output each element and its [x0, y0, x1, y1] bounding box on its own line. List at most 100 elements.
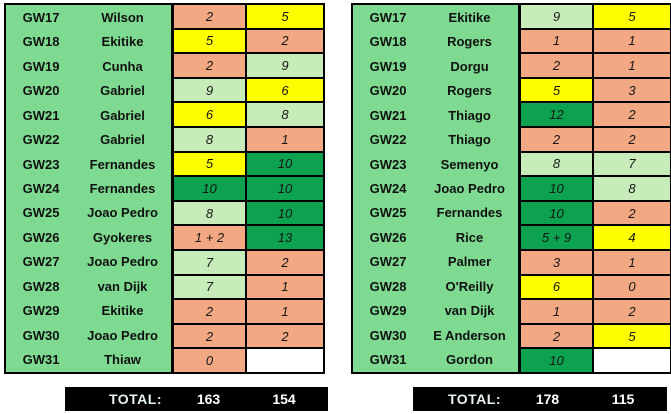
- points-cell: 0: [172, 347, 247, 374]
- total-bar-right: TOTAL: 178 115: [413, 387, 667, 411]
- player-name: Rogers: [447, 83, 492, 99]
- player-name: Gabriel: [100, 107, 145, 123]
- points-row: 5 3: [519, 76, 671, 104]
- gameweek-label: GW18: [369, 34, 407, 50]
- player-name: Gabriel: [100, 132, 145, 148]
- gameweek-label: GW26: [369, 229, 407, 245]
- points-cell: 10: [519, 347, 594, 374]
- gameweek-label: GW25: [22, 205, 60, 221]
- points-row: 2 5: [172, 3, 325, 30]
- table-row: GW31 Thiaw: [6, 348, 171, 372]
- total-value-col2: 154: [272, 391, 296, 407]
- points-cell: 2: [245, 248, 325, 276]
- points-row: 10 8: [519, 175, 671, 202]
- points-row: 5 2: [172, 27, 325, 55]
- player-name: Gordon: [446, 352, 493, 368]
- points-row: 7 2: [172, 248, 325, 276]
- player-name: O'Reilly: [445, 278, 494, 294]
- points-cell: 2: [172, 52, 247, 79]
- player-name: Cunha: [102, 58, 143, 74]
- table-row: GW21 Thiago: [353, 103, 518, 127]
- points-row: 7 1: [172, 273, 325, 301]
- gameweek-label: GW19: [369, 58, 407, 74]
- player-name: Gyokeres: [92, 229, 153, 245]
- table-row: GW28 van Dijk: [6, 274, 171, 298]
- gameweek-label: GW29: [369, 303, 407, 319]
- gameweek-label: GW23: [22, 156, 60, 172]
- gameweek-label: GW22: [22, 132, 60, 148]
- points-cell: 2: [592, 101, 671, 128]
- total-label: TOTAL:: [108, 391, 162, 407]
- points-cell: 8: [245, 101, 325, 128]
- table-row: GW28 O'Reilly: [353, 274, 518, 298]
- points-cell: 1: [245, 298, 325, 325]
- points-cell: 6: [245, 76, 325, 104]
- points-cell: 8: [519, 150, 594, 178]
- gameweek-label: GW19: [22, 58, 60, 74]
- player-name: Rice: [455, 229, 484, 245]
- total-bar-left: TOTAL: 163 154: [65, 387, 328, 411]
- points-cell: 9: [519, 3, 594, 30]
- gameweek-player-column-right: GW17 Ekitike GW18 Rogers GW19 Dorgu GW20…: [351, 3, 519, 374]
- points-cell: 8: [172, 199, 247, 227]
- points-row: 2 2: [519, 125, 671, 153]
- points-grid-left: 2 5 5 2 2 9 9 6 6 8 8 1 5 10 10 10 8 10 …: [172, 3, 325, 374]
- points-cell: 2: [592, 298, 671, 325]
- gw-points-table-right: GW17 Ekitike GW18 Rogers GW19 Dorgu GW20…: [351, 3, 671, 374]
- points-cell: 2: [172, 3, 247, 30]
- points-row: 12 2: [519, 101, 671, 128]
- points-row: 2 1: [519, 52, 671, 79]
- points-cell: 4: [592, 224, 671, 251]
- gameweek-label: GW18: [22, 34, 60, 50]
- table-row: GW17 Wilson: [6, 5, 171, 29]
- table-row: GW30 Joao Pedro: [6, 323, 171, 347]
- player-name: van Dijk: [444, 303, 495, 319]
- points-cell: 5: [172, 27, 247, 55]
- player-name: Gabriel: [100, 83, 145, 99]
- player-name: Ekitike: [448, 9, 491, 25]
- gameweek-label: GW23: [369, 156, 407, 172]
- points-cell: 0: [592, 273, 671, 301]
- points-row: 2 9: [172, 52, 325, 79]
- points-row: 8 7: [519, 150, 671, 178]
- total-value-col2: 115: [611, 391, 635, 407]
- gameweek-label: GW21: [22, 107, 60, 123]
- points-cell: 2: [592, 125, 671, 153]
- gameweek-label: GW30: [22, 327, 60, 343]
- points-cell: 1: [592, 27, 671, 55]
- gameweek-label: GW17: [369, 9, 407, 25]
- points-cell: 10: [245, 199, 325, 227]
- points-cell: 7: [172, 273, 247, 301]
- points-row: 9 5: [519, 3, 671, 30]
- points-cell: 8: [172, 125, 247, 153]
- points-cell: [592, 347, 671, 374]
- player-name: Joao Pedro: [87, 327, 158, 343]
- player-name: Thiago: [448, 132, 491, 148]
- player-name: E Anderson: [433, 327, 506, 343]
- points-cell: 2: [592, 199, 671, 227]
- points-cell: 2: [519, 52, 594, 79]
- points-cell: 8: [592, 175, 671, 202]
- player-name: Semenyo: [440, 156, 499, 172]
- points-cell: 2: [519, 125, 594, 153]
- table-row: GW19 Cunha: [6, 54, 171, 78]
- points-cell: 7: [172, 248, 247, 276]
- points-row: 10 10: [172, 175, 325, 202]
- table-row: GW30 E Anderson: [353, 323, 518, 347]
- points-row: 5 10: [172, 150, 325, 178]
- gameweek-label: GW24: [369, 181, 407, 197]
- points-row: 8 1: [172, 125, 325, 153]
- points-cell: 5: [245, 3, 325, 30]
- gameweek-label: GW26: [22, 229, 60, 245]
- gameweek-label: GW28: [369, 278, 407, 294]
- points-cell: 1: [519, 298, 594, 325]
- gameweek-label: GW21: [369, 107, 407, 123]
- points-row: 10 2: [519, 199, 671, 227]
- points-cell: 1: [592, 248, 671, 276]
- points-cell: 5: [592, 322, 671, 350]
- table-row: GW24 Joao Pedro: [353, 176, 518, 200]
- table-row: GW23 Semenyo: [353, 152, 518, 176]
- player-name: Fernandes: [436, 205, 503, 221]
- points-cell: 5: [592, 3, 671, 30]
- table-row: GW20 Gabriel: [6, 78, 171, 102]
